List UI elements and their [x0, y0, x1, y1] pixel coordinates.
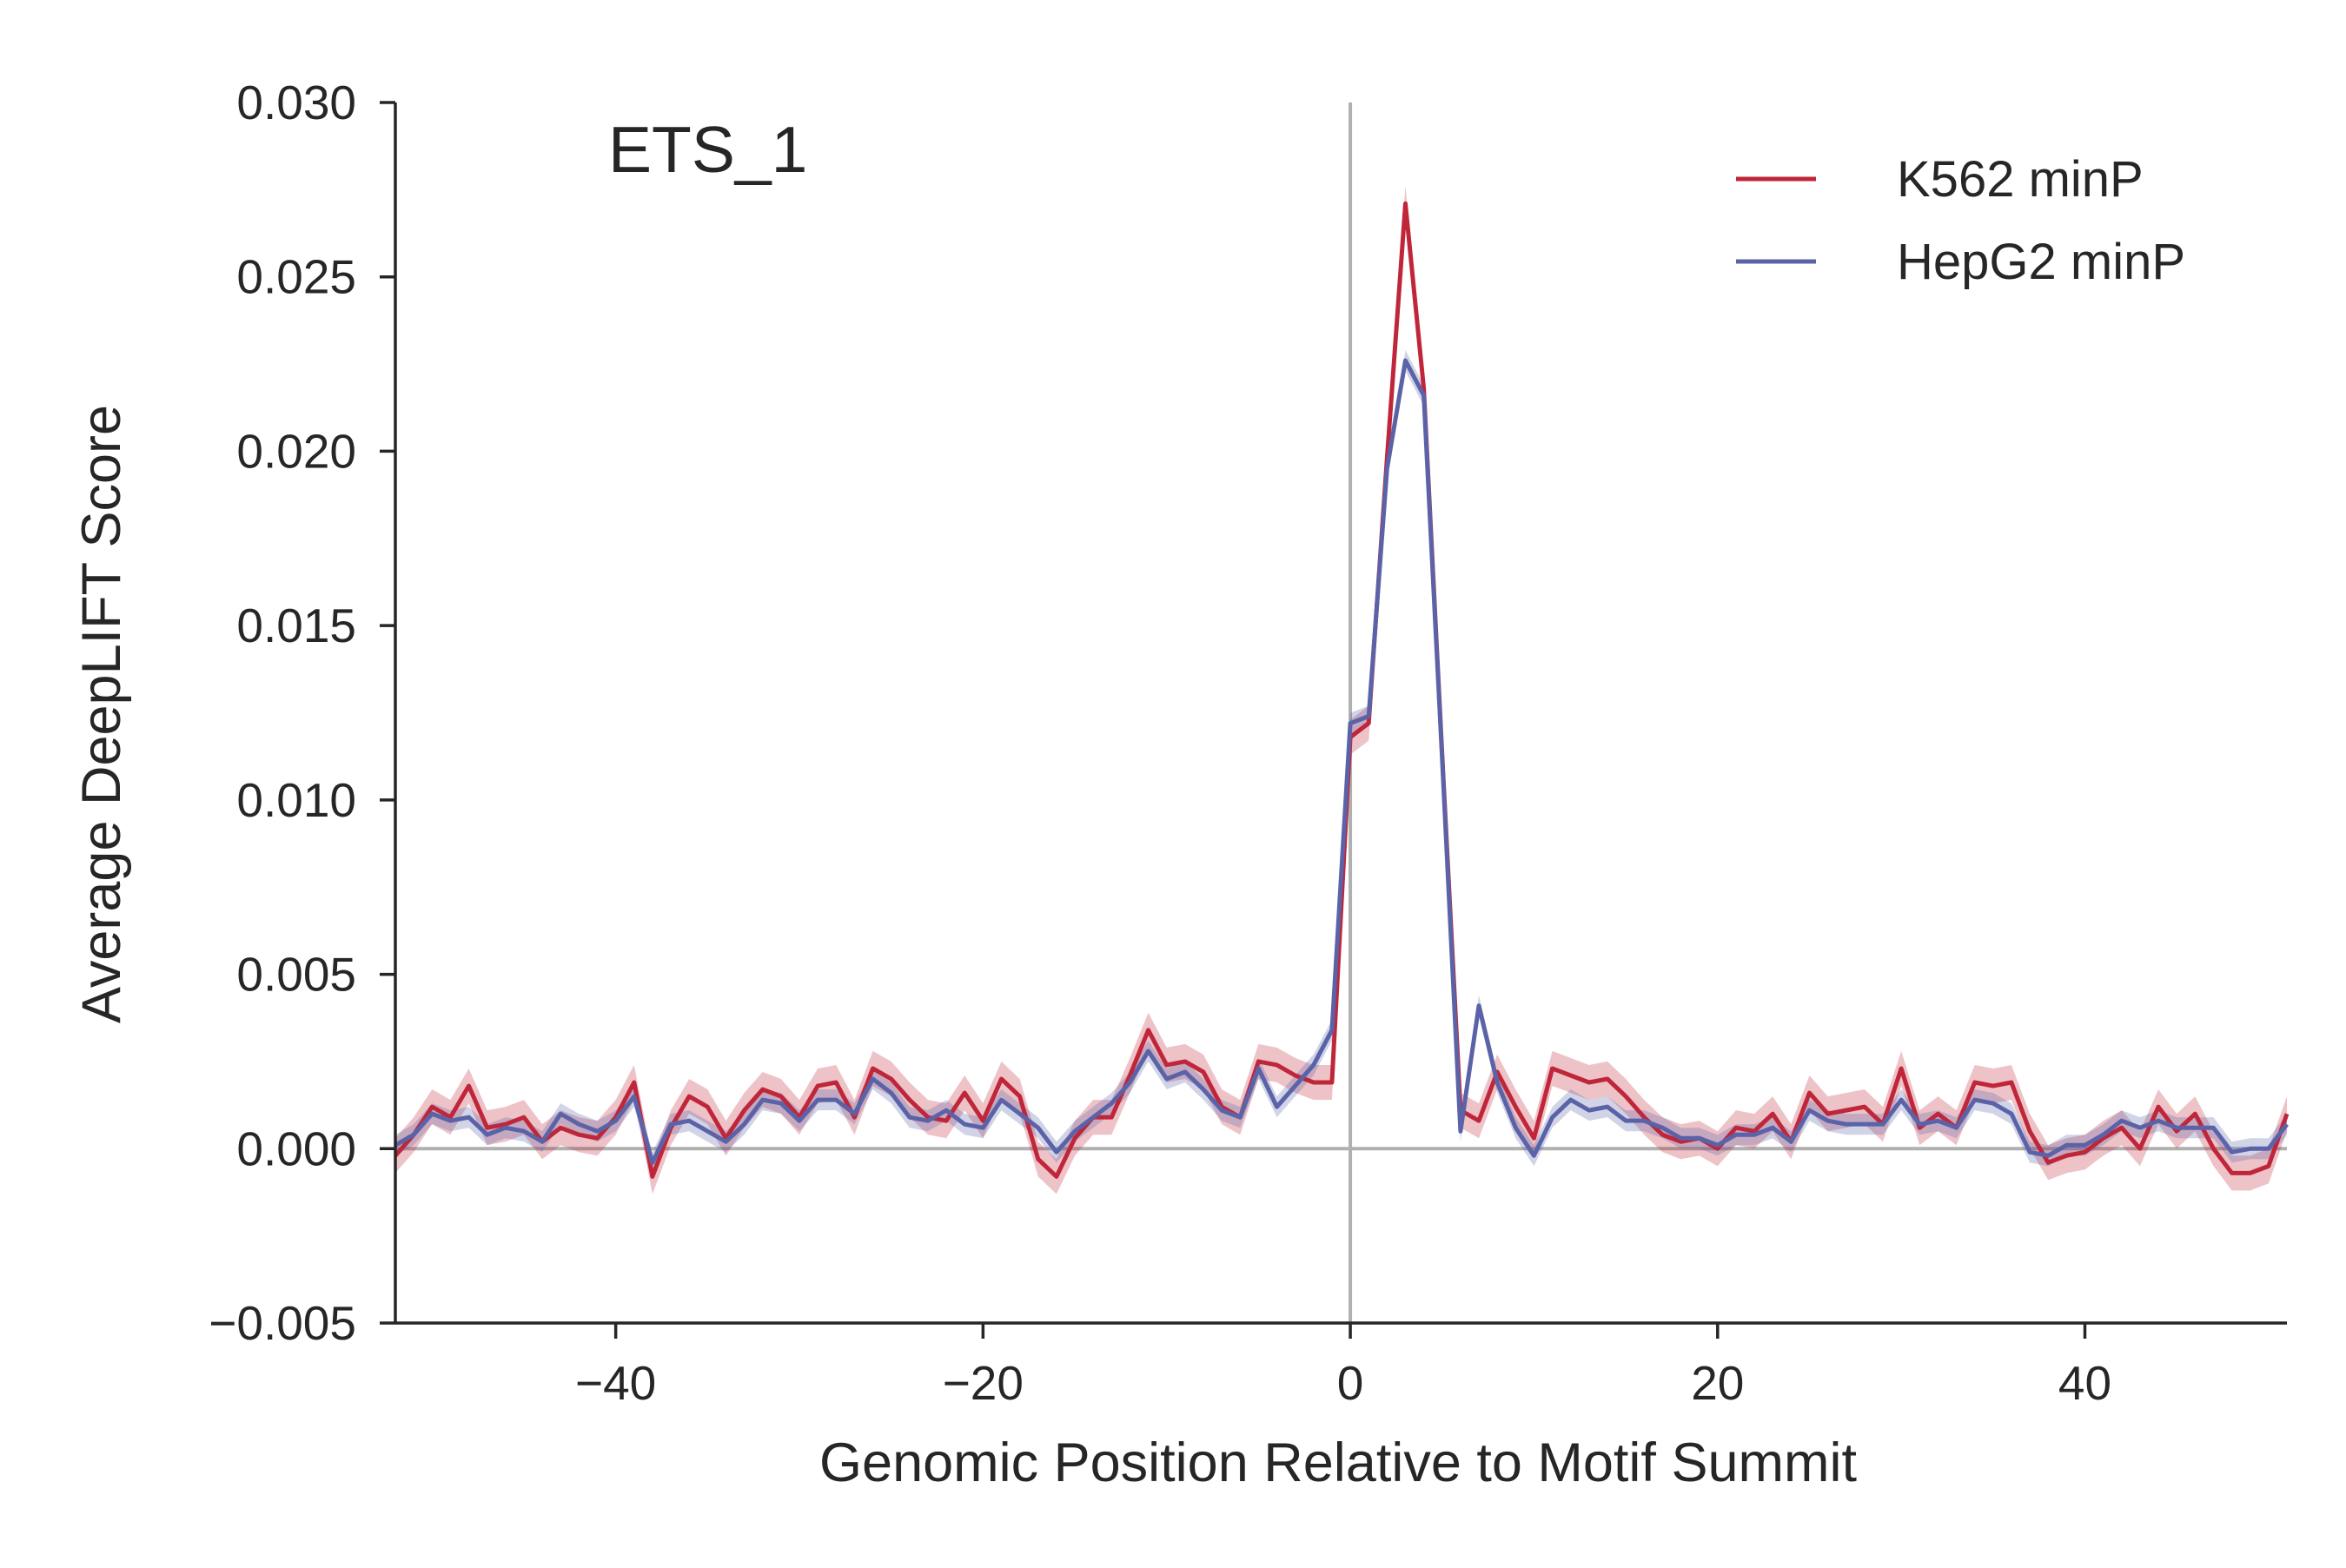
x-tick-label: −40 — [575, 1356, 656, 1410]
y-axis-label: Average DeepLIFT Score — [71, 405, 132, 1023]
series-line-k562-minp — [394, 201, 2290, 1179]
panel-label: ETS_1 — [608, 113, 807, 186]
legend-label-hepg2: HepG2 minP — [1897, 234, 2185, 290]
x-axis-label: Genomic Position Relative to Motif Summi… — [819, 1432, 1857, 1493]
confidence-band-k562-minp — [395, 186, 2287, 1194]
x-tick-label: 20 — [1691, 1356, 1744, 1410]
y-tick-label: 0.015 — [236, 599, 356, 652]
axes — [394, 103, 2287, 1325]
x-tick-label: −20 — [943, 1356, 1024, 1410]
y-tick-label: −0.005 — [209, 1296, 356, 1350]
legend-label-k562: K562 minP — [1897, 151, 2144, 208]
y-tick-label: 0.010 — [236, 773, 356, 827]
reference-lines — [395, 103, 2287, 1323]
y-tick-label: 0.005 — [236, 948, 356, 1002]
y-tick-label: 0.025 — [236, 250, 356, 304]
confidence-band-hepg2-minp — [395, 350, 2287, 1174]
y-tick-label: 0.000 — [236, 1121, 356, 1175]
x-tick-label: 40 — [2058, 1356, 2111, 1410]
x-tick-label: 0 — [1337, 1356, 1364, 1410]
y-tick-label: 0.020 — [236, 424, 356, 478]
series-lines — [394, 201, 2290, 1179]
series-line-hepg2-minp — [394, 358, 2289, 1165]
legend: K562 minP HepG2 minP — [1736, 151, 2185, 290]
confidence-bands — [395, 186, 2287, 1194]
y-tick-label: 0.030 — [236, 76, 356, 129]
ticks: −0.005 0.000 0.005 0.010 0.015 0.020 0.025 0.03… — [209, 76, 2111, 1410]
